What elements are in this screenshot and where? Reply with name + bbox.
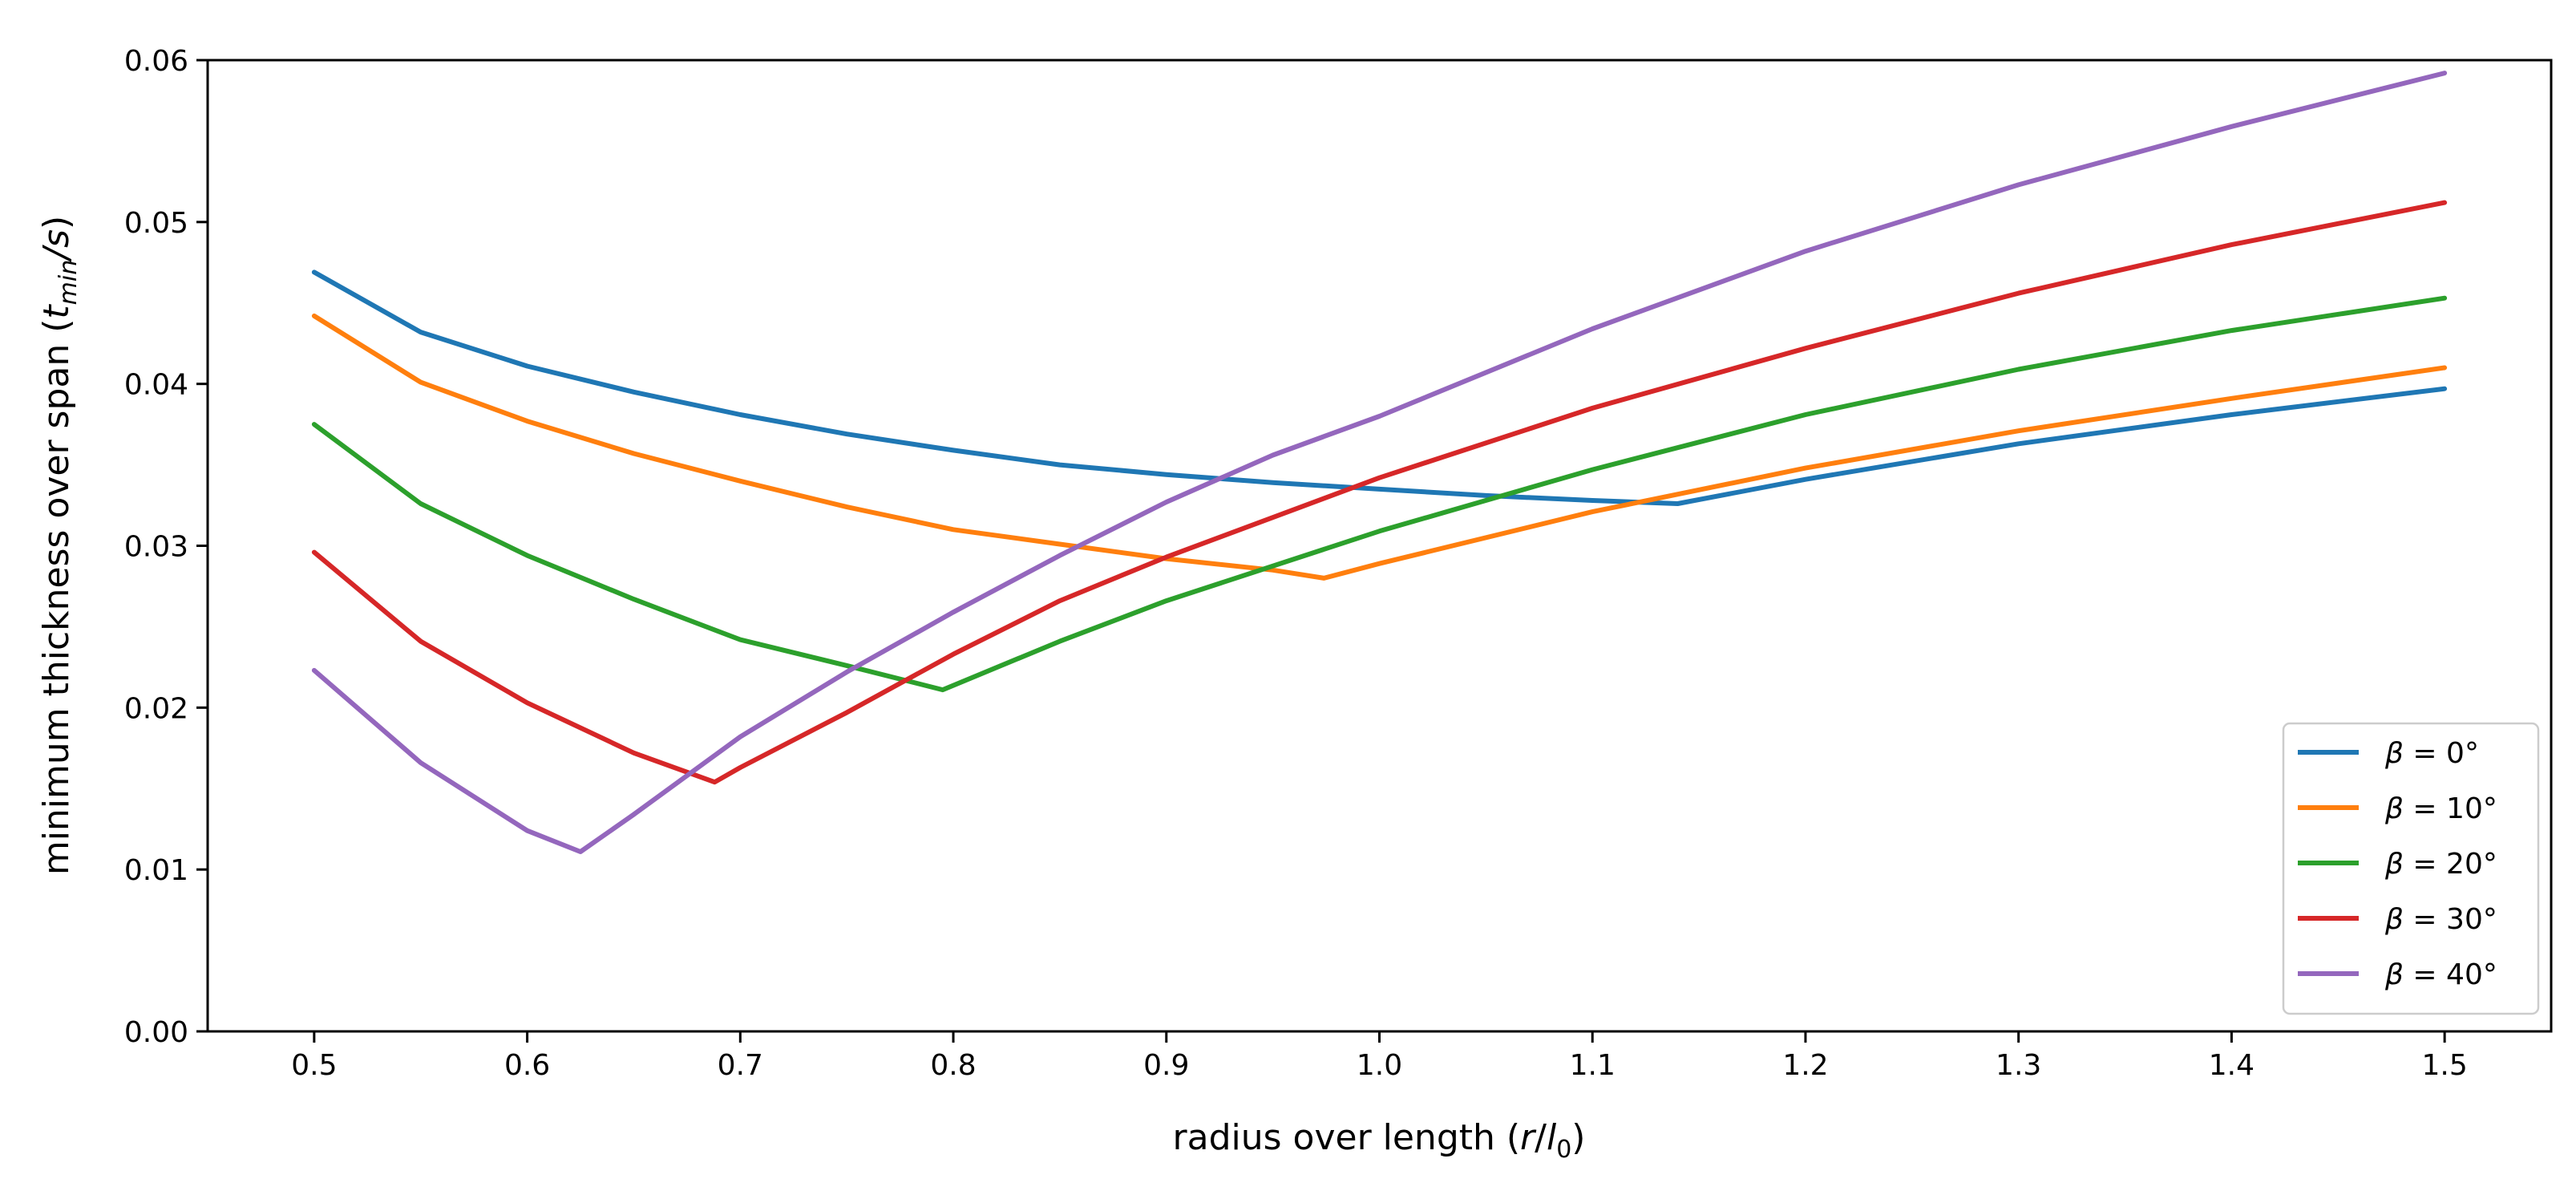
legend-beta-symbol: β bbox=[2384, 737, 2404, 770]
x-tick-label: 1.3 bbox=[1996, 1049, 2041, 1082]
y-axis-label-t: t bbox=[36, 304, 77, 319]
x-tick-label: 0.7 bbox=[718, 1049, 763, 1082]
x-axis-label-slash: / bbox=[1535, 1117, 1547, 1158]
legend-label-beta-30: β = 30° bbox=[2384, 903, 2497, 936]
legend-label-beta-0: β = 0° bbox=[2384, 737, 2479, 770]
legend-beta-value: = 30° bbox=[2404, 903, 2497, 936]
legend-beta-symbol: β bbox=[2384, 958, 2404, 991]
series-line-beta-30 bbox=[311, 200, 2448, 785]
legend-beta-symbol: β bbox=[2384, 903, 2404, 936]
legend-beta-symbol: β bbox=[2384, 848, 2404, 881]
x-tick-label: 1.4 bbox=[2209, 1049, 2255, 1082]
series-layer bbox=[311, 71, 2448, 854]
legend: β = 0°β = 10°β = 20°β = 30°β = 40° bbox=[2282, 722, 2540, 1015]
x-tick-label: 0.8 bbox=[930, 1049, 976, 1082]
x-axis-label-r: r bbox=[1520, 1117, 1537, 1158]
x-tick-label: 1.0 bbox=[1357, 1049, 1402, 1082]
x-tick-label: 1.2 bbox=[1782, 1049, 1828, 1082]
y-tick-label: 0.06 bbox=[124, 45, 188, 78]
legend-beta-value: = 0° bbox=[2404, 737, 2479, 770]
legend-beta-value: = 40° bbox=[2404, 958, 2497, 991]
y-axis-label-prefix: minimum thickness over span ( bbox=[36, 319, 77, 876]
legend-label-beta-40: β = 40° bbox=[2384, 958, 2497, 991]
x-axis: 0.5 0.6 0.7 0.8 0.9 1.0 1.1 1.2 1.3 1.4 1.5 bbox=[291, 1031, 2468, 1082]
x-tick-label: 0.5 bbox=[291, 1049, 337, 1082]
y-tick-label: 0.02 bbox=[124, 692, 188, 725]
x-tick-label: 1.1 bbox=[1570, 1049, 1616, 1082]
x-axis-label: radius over length (r/l0) bbox=[1173, 1117, 1586, 1164]
legend-box bbox=[2282, 722, 2540, 1015]
x-axis-label-prefix: radius over length ( bbox=[1173, 1117, 1521, 1158]
x-axis-label-suffix: ) bbox=[1571, 1117, 1585, 1158]
x-tick-label: 0.6 bbox=[504, 1049, 550, 1082]
x-tick-label: 0.9 bbox=[1143, 1049, 1189, 1082]
y-tick-label: 0.01 bbox=[124, 854, 188, 887]
legend-beta-symbol: β bbox=[2384, 792, 2404, 825]
y-axis: 0.00 0.01 0.02 0.03 0.04 0.05 0.06 bbox=[124, 45, 208, 1049]
x-tick-label: 1.5 bbox=[2422, 1049, 2468, 1082]
y-tick-label: 0.00 bbox=[124, 1016, 188, 1049]
y-tick-label: 0.05 bbox=[124, 207, 188, 240]
y-tick-label: 0.03 bbox=[124, 531, 188, 564]
y-axis-label-subscript: min bbox=[55, 260, 83, 306]
legend-beta-value: = 20° bbox=[2404, 848, 2497, 881]
y-tick-label: 0.04 bbox=[124, 369, 188, 402]
y-axis-label-rest: /s bbox=[36, 229, 77, 263]
series-line-beta-20 bbox=[311, 295, 2448, 693]
series-line-beta-40 bbox=[311, 71, 2448, 854]
y-axis-label: minimum thickness over span (tmin/s) bbox=[36, 216, 83, 875]
x-axis-label-subscript: 0 bbox=[1556, 1136, 1571, 1164]
legend-label-beta-10: β = 10° bbox=[2384, 792, 2497, 825]
legend-beta-value: = 10° bbox=[2404, 792, 2497, 825]
x-axis-label-l: l bbox=[1547, 1117, 1557, 1158]
legend-label-beta-20: β = 20° bbox=[2384, 848, 2497, 881]
y-axis-label-suffix: ) bbox=[36, 216, 77, 229]
